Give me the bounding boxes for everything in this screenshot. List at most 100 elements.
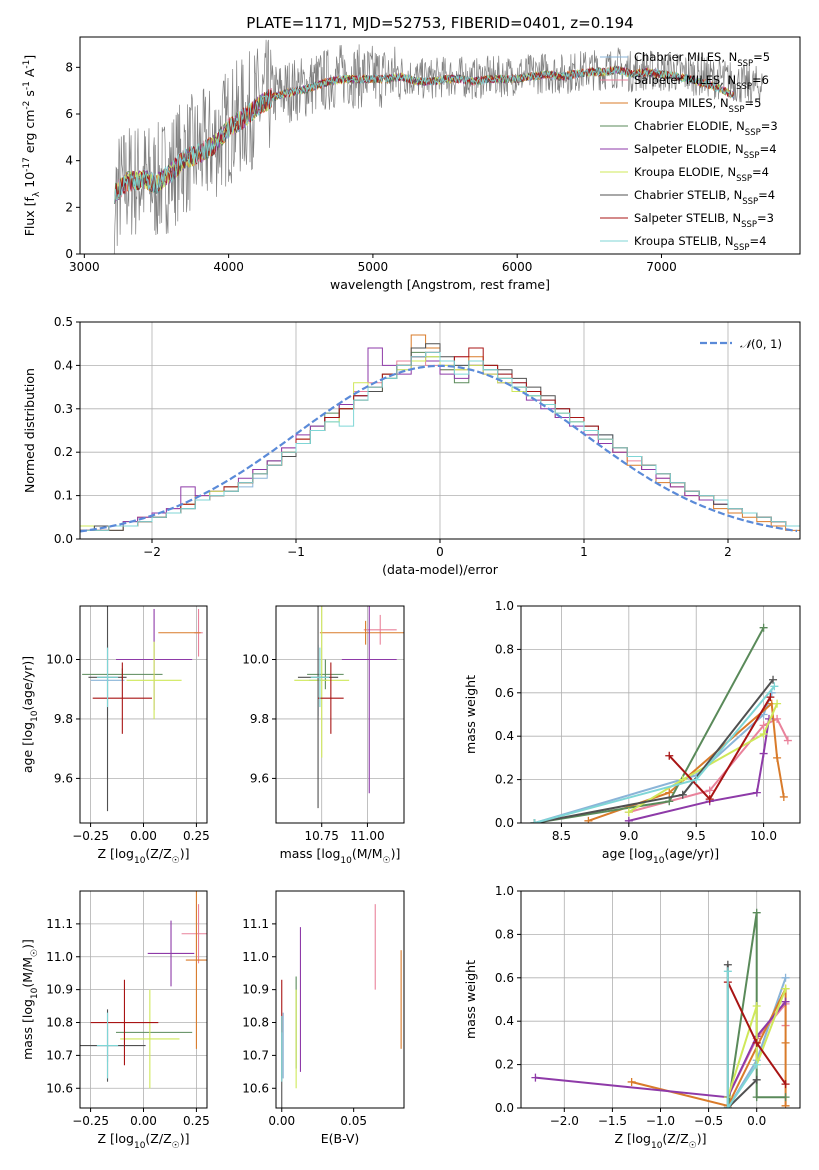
weight_vs_Z-plot-area [521, 891, 800, 1108]
x-tick-label: 2 [724, 545, 732, 559]
spectrum-plot-area [107, 39, 763, 254]
x-axis-label: wavelength [Angstrom, rest frame] [330, 277, 550, 292]
legend-label: Salpeter STELIB, NSSP=3 [634, 211, 774, 230]
y-axis-label: mass [log10(M/M☉)] [20, 939, 40, 1060]
weight-point-marker [781, 984, 790, 993]
weight-point-marker [773, 753, 782, 762]
weight-point-marker [665, 797, 674, 806]
weight-vs-metallicity-panel: −2.0 −1.5 −1.0 −0.5 0.0 0.0 0.2 0.4 0.6 0.8 1.0 Z [… [463, 884, 801, 1151]
y-tick-label: 0.0 [54, 532, 73, 546]
weight-point-marker [723, 1104, 732, 1108]
x-axis-label: age [log10(age/yr)] [602, 846, 719, 866]
y-tick-label: 10.8 [242, 1016, 269, 1030]
x-tick-label: 9.0 [619, 829, 638, 843]
x-axis-label: Z [log10(Z/Z☉)] [614, 1131, 706, 1151]
weight-point-marker [752, 908, 761, 917]
y-tick-label: 6 [65, 107, 73, 121]
errorbar-point [181, 904, 207, 964]
weight-vs-age-panel: 8.5 9.0 9.5 10.0 0.0 0.2 0.4 0.6 0.8 1.0 age [log1… [463, 599, 801, 866]
y-tick-label: 11.1 [46, 917, 73, 931]
x-tick-label: 10.0 [750, 829, 777, 843]
age-vs-mass-panel: 10.75 11.00 9.6 9.8 10.0 mass [log10(M/M☉)] [242, 605, 405, 866]
y-tick-label: 10.9 [242, 983, 269, 997]
y-tick-label: 0 [65, 247, 73, 261]
weight-point-marker [752, 1002, 761, 1011]
weight-series-line [534, 692, 773, 823]
errorbar-point [92, 662, 152, 734]
model-spectrum-kroupa-stelib-n-4 [114, 66, 734, 204]
y-tick-label: 0.4 [495, 729, 514, 743]
weight-point-marker [752, 788, 761, 797]
axes-frame [275, 605, 405, 824]
observed-spectrum-line [107, 39, 763, 254]
errorbar-point [341, 606, 397, 794]
weight-point-marker [773, 714, 782, 723]
x-tick-label: 4000 [213, 260, 244, 274]
weight-series-line [588, 701, 785, 822]
y-tick-label: 0.0 [495, 1101, 514, 1115]
x-tick-label: 10.75 [305, 829, 339, 843]
weight-point-marker [781, 1093, 790, 1102]
legend-label: Kroupa ELODIE, NSSP=4 [634, 165, 769, 184]
y-tick-label: 8 [65, 60, 73, 74]
weight-point-marker [752, 1038, 761, 1047]
weight-point-marker [759, 623, 768, 632]
x-tick-label: 0.25 [183, 1114, 210, 1128]
weight-point-marker [627, 1077, 636, 1086]
weight-point-marker [665, 788, 674, 797]
y-axis-label: age [log10(age/yr)] [20, 656, 40, 773]
weight-point-marker [752, 1060, 761, 1069]
mass_vs_ebv-plot-area [281, 904, 402, 1108]
y-tick-label: 2 [65, 200, 73, 214]
age_vs_mass-plot-area [276, 606, 404, 823]
x-tick-label: −1 [287, 545, 305, 559]
normal-curve-line [80, 364, 798, 533]
errorbar-point [120, 989, 180, 1089]
x-tick-label: −0.25 [72, 1114, 109, 1128]
y-tick-label: 9.6 [54, 771, 73, 785]
y-tick-label: 9.6 [250, 771, 269, 785]
x-tick-label: −0.25 [72, 829, 109, 843]
y-tick-label: 1.0 [495, 599, 514, 613]
weight-point-marker [584, 816, 593, 823]
weight-series-line [628, 703, 779, 813]
x-axis-label: Z [log10(Z/Z☉)] [97, 846, 189, 866]
residuals-plot-area [80, 322, 800, 539]
y-tick-label: 11.1 [242, 917, 269, 931]
errorbar-point [90, 979, 159, 1066]
y-tick-label: 10.7 [242, 1048, 269, 1062]
weight-point-marker [759, 730, 768, 739]
histogram-series-8 [80, 351, 800, 539]
x-axis-label: mass [log10(M/M☉)] [280, 846, 401, 866]
age_vs_Z-plot-area [80, 606, 207, 823]
y-tick-label: 11.0 [46, 950, 73, 964]
errorbar-point [310, 647, 330, 708]
axes-frame [520, 890, 801, 1109]
x-tick-label: 6000 [502, 260, 533, 274]
x-axis-label: (data-model)/error [382, 562, 499, 577]
y-tick-label: 10.0 [46, 653, 73, 667]
x-tick-label: 1 [580, 545, 588, 559]
y-tick-label: 9.8 [54, 712, 73, 726]
y-tick-label: 0.2 [495, 1058, 514, 1072]
x-tick-label: 0.05 [340, 1114, 367, 1128]
y-tick-label: 0.4 [54, 358, 73, 372]
weight-point-marker [624, 808, 633, 817]
x-tick-label: 0.00 [130, 829, 157, 843]
weight-point-marker [770, 682, 779, 691]
x-tick-label: 0.00 [130, 1114, 157, 1128]
y-tick-label: 11.0 [242, 950, 269, 964]
legend-label: Chabrier ELODIE, NSSP=3 [634, 119, 778, 138]
mass_vs_Z-plot-area [80, 891, 207, 1108]
weight-point-marker [692, 775, 701, 784]
x-tick-label: 0.00 [268, 1114, 295, 1128]
y-tick-label: 10.6 [242, 1081, 269, 1095]
errorbar-point [319, 620, 404, 645]
x-tick-label: −1.0 [646, 1114, 675, 1128]
legend-label: Chabrier MILES, NSSP=5 [634, 50, 770, 69]
y-axis-label: Flux [fλ 10-17 erg cm-2 s-1 A-1] [22, 55, 42, 237]
weight-point-marker [759, 721, 768, 730]
weight-point-marker [766, 693, 775, 702]
weight-point-marker [781, 973, 790, 982]
weight-point-marker [752, 1093, 761, 1102]
